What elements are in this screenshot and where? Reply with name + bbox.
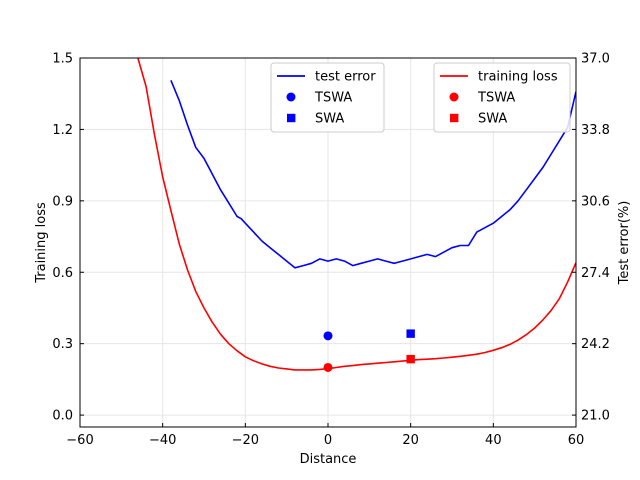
x-tick-label: 20	[402, 433, 419, 448]
legend-top-right: training loss TSWA SWA	[433, 62, 571, 133]
legend-entry-tswa-swatch	[286, 92, 296, 102]
y-left-axis-ticks: 0.0 0.3 0.6 0.9 1.2 1.5	[52, 52, 84, 424]
y-right-tick-label: 27.4	[581, 266, 610, 281]
legends: test error TSWA SWA training loss TSWA SWA	[270, 62, 571, 133]
y-right-tick-label: 30.6	[581, 194, 610, 209]
legend-entry-test-error-label: test error	[315, 70, 376, 85]
y-left-tick-label: 0.3	[52, 337, 73, 352]
legend-entry-swa-label: SWA	[315, 112, 344, 127]
legend-entry-swa-swatch	[287, 113, 296, 123]
legend-entry-swa-label: SWA	[478, 112, 507, 127]
y-left-tick-label: 1.2	[52, 123, 73, 138]
series-layer	[137, 58, 576, 371]
legend-box	[270, 62, 385, 133]
x-axis-label: Distance	[300, 452, 357, 467]
x-tick-label: 60	[568, 433, 585, 448]
legend-box	[433, 62, 571, 133]
y-right-tick-label: 37.0	[581, 52, 610, 67]
y-left-tick-label: 0.0	[52, 409, 73, 424]
legend-entry-tswa-swatch	[449, 92, 459, 102]
y-left-tick-label: 0.6	[52, 266, 73, 281]
legend-entry-tswa-label: TSWA	[314, 91, 352, 106]
y-right-axis-ticks: 21.0 24.2 27.4 30.6 33.8 37.0	[572, 52, 610, 424]
marker-swa-test-error	[406, 329, 415, 338]
marker-swa-training-loss	[406, 354, 415, 364]
x-tick-label: 0	[324, 433, 332, 448]
legend-top-center: test error TSWA SWA	[270, 62, 385, 133]
x-tick-label: −20	[232, 433, 259, 448]
legend-entry-training-loss-label: training loss	[478, 70, 558, 85]
y-left-tick-label: 1.5	[52, 52, 73, 67]
y-right-axis-label: Test error(%)	[617, 201, 632, 286]
x-axis-ticks: −60 −40 −20 0 20 40 60	[66, 423, 584, 448]
x-tick-label: −40	[149, 433, 176, 448]
y-left-axis-label: Training loss	[34, 202, 49, 284]
marker-tswa-training-loss	[323, 362, 333, 372]
y-right-tick-label: 24.2	[581, 337, 610, 352]
y-right-tick-label: 33.8	[581, 123, 610, 138]
y-right-tick-label: 21.0	[581, 409, 610, 424]
marker-layer	[323, 329, 415, 372]
x-tick-label: −60	[66, 433, 93, 448]
legend-entry-tswa-label: TSWA	[477, 91, 515, 106]
series-line-training-loss	[137, 58, 576, 371]
y-left-tick-label: 0.9	[52, 194, 73, 209]
legend-entry-swa-swatch	[450, 113, 459, 123]
x-tick-label: 40	[485, 433, 502, 448]
series-line-test-error	[170, 79, 576, 269]
marker-tswa-test-error	[323, 331, 333, 341]
